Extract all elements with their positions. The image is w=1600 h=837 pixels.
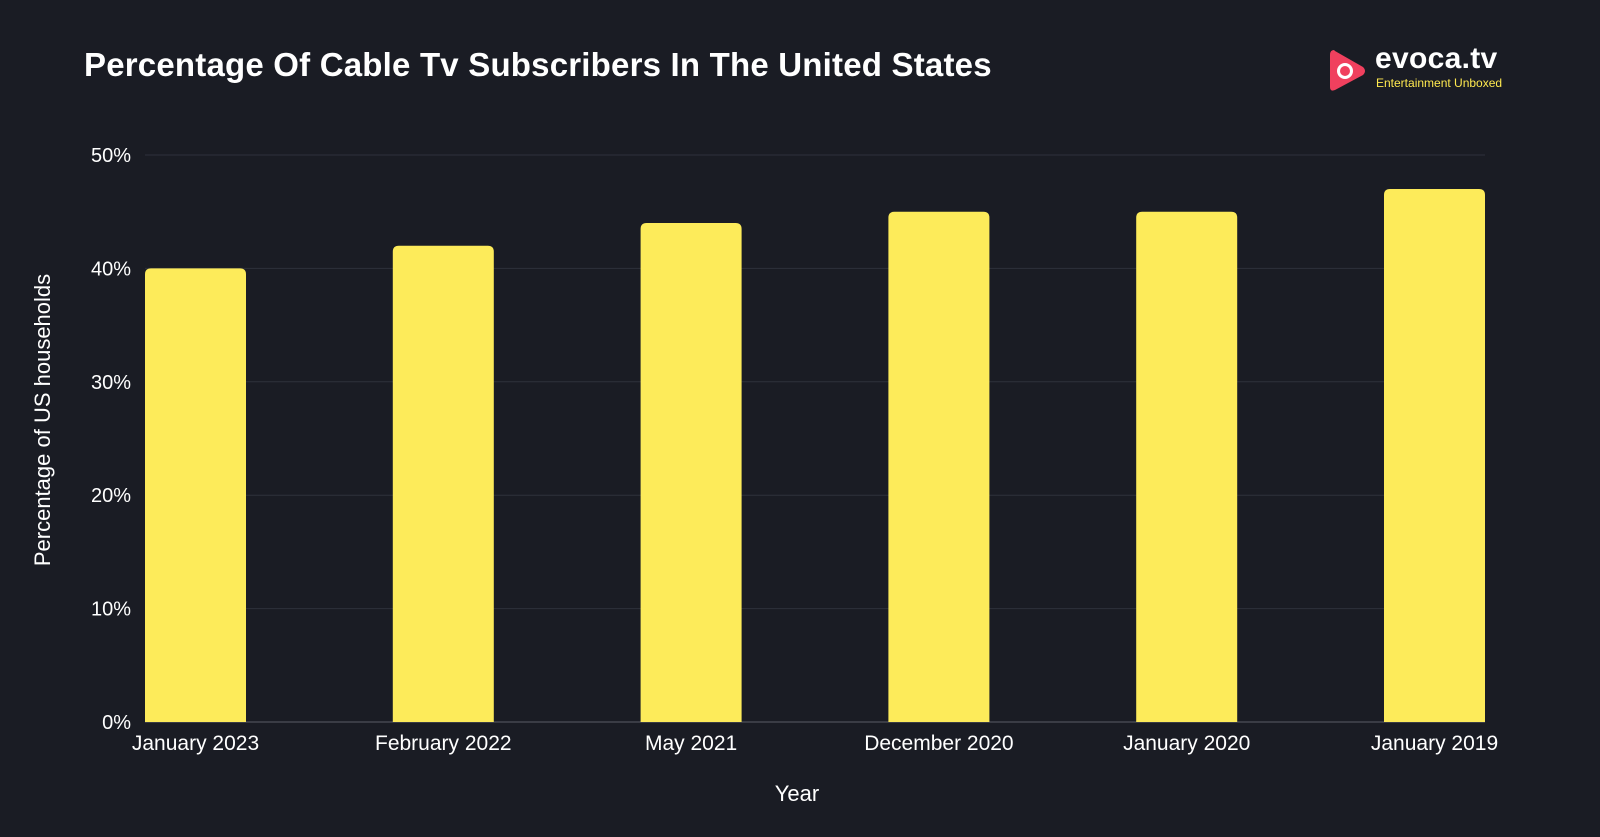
y-axis-ticks: 0% 10% 20% 30% 40% 50% — [91, 145, 131, 734]
bars — [145, 189, 1485, 723]
brand-logo: evoca.tv Entertainment Unboxed — [1328, 42, 1518, 100]
x-category-label: January 2019 — [1371, 732, 1498, 755]
brand-name: evoca.tv — [1375, 42, 1498, 75]
bar — [1384, 189, 1485, 722]
y-tick-label: 30% — [91, 372, 131, 394]
bar — [145, 268, 246, 722]
x-category-label: January 2020 — [1123, 732, 1250, 755]
x-category-label: January 2023 — [132, 732, 259, 755]
gridlines — [145, 154, 1485, 723]
bar — [1136, 211, 1238, 722]
x-axis-title: Year — [775, 781, 819, 806]
x-axis-categories: January 2023 February 2022 May 2021 Decembe… — [132, 732, 1498, 755]
x-category-label: December 2020 — [864, 732, 1013, 755]
x-category-label: May 2021 — [645, 732, 737, 755]
bar — [392, 245, 494, 722]
brand-tagline: Entertainment Unboxed — [1376, 76, 1503, 90]
x-category-label: February 2022 — [375, 732, 512, 755]
bar — [888, 211, 990, 722]
y-tick-label: 0% — [102, 712, 131, 734]
y-tick-label: 20% — [91, 485, 131, 507]
y-axis-title: Percentage of US households — [30, 274, 55, 566]
chart-title: Percentage Of Cable Tv Subscribers In Th… — [84, 46, 992, 83]
y-tick-label: 50% — [91, 145, 131, 167]
bar — [640, 223, 742, 723]
y-tick-label: 40% — [91, 258, 131, 280]
y-tick-label: 10% — [91, 599, 131, 621]
play-icon — [1330, 50, 1365, 91]
